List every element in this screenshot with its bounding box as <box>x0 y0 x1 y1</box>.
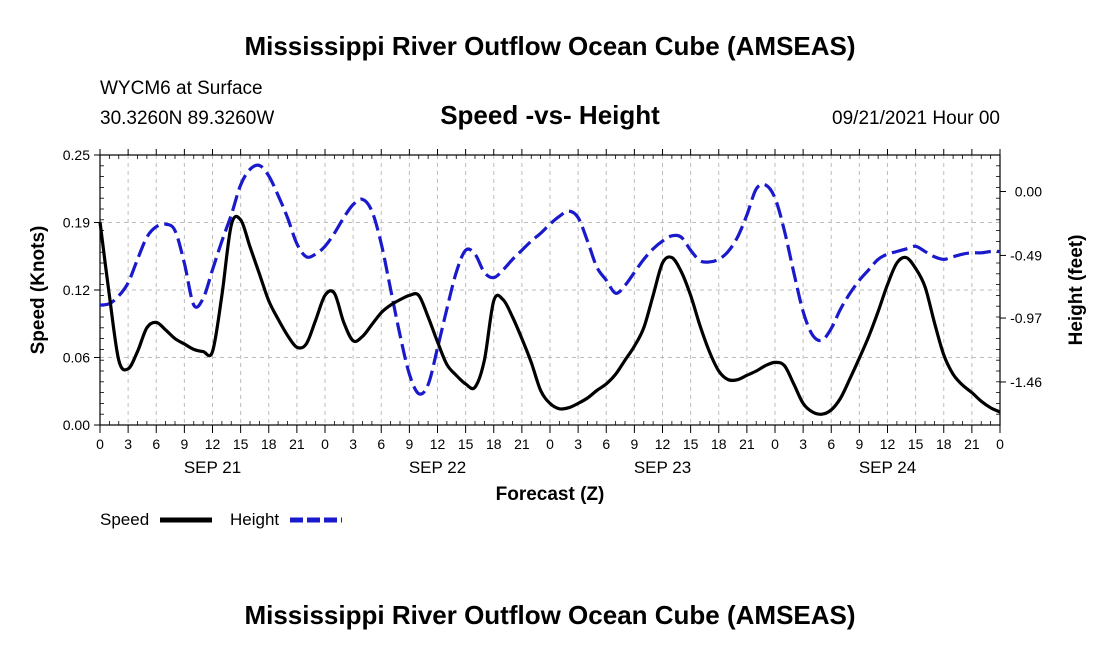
legend-speed-label: Speed <box>100 510 149 529</box>
x-tick-label: 9 <box>405 436 413 452</box>
x-tick-label: 9 <box>180 436 188 452</box>
series-line-height <box>99 163 1001 396</box>
x-axis-labels: 0 3 6 9 12 15 18 21 0 3 6 9 12 15 18 21 0 3 6 9 12 15 18 21 0 3 6 9… <box>96 436 1004 452</box>
x-tick-label: 21 <box>964 436 980 452</box>
series-line-speed <box>98 214 1001 416</box>
x-tick-label: 9 <box>855 436 863 452</box>
x-tick-label: 12 <box>430 436 446 452</box>
right-axis-labels: 0.00 -0.49 -0.97 -1.46 <box>1010 184 1042 390</box>
chart-subtitle: Speed -vs- Height <box>440 100 660 130</box>
y-left-tick-label: 0.25 <box>63 147 90 163</box>
y-left-tick-label: 0.19 <box>63 215 90 231</box>
date-label: SEP 23 <box>634 458 691 477</box>
x-tick-label: 15 <box>458 436 474 452</box>
date-label: SEP 24 <box>859 458 916 477</box>
legend-height-label: Height <box>230 510 279 529</box>
left-axis-label: Speed (Knots) <box>28 226 49 355</box>
y-left-tick-label: 0.06 <box>63 350 90 366</box>
x-tick-label: 0 <box>546 436 554 452</box>
y-left-tick-label: 0.00 <box>63 417 90 433</box>
x-tick-label: 3 <box>349 436 357 452</box>
x-tick-label: 6 <box>827 436 835 452</box>
x-tick-label: 6 <box>377 436 385 452</box>
y-left-tick-label: 0.12 <box>63 282 90 298</box>
x-tick-label: 15 <box>233 436 249 452</box>
x-tick-label: 0 <box>96 436 104 452</box>
x-tick-label: 18 <box>261 436 277 452</box>
location-label: 30.3260N 89.3260W <box>100 108 274 129</box>
x-tick-label: 3 <box>799 436 807 452</box>
run-time-label: 09/21/2021 Hour 00 <box>832 108 1000 129</box>
x-axis-label: Forecast (Z) <box>496 484 605 505</box>
axis-ticks <box>94 149 1006 433</box>
x-tick-label: 21 <box>514 436 530 452</box>
footer-title: Mississippi River Outflow Ocean Cube (AM… <box>244 600 855 630</box>
date-label: SEP 21 <box>184 458 241 477</box>
x-tick-label: 12 <box>655 436 671 452</box>
grid <box>100 155 1000 425</box>
x-tick-label: 18 <box>936 436 952 452</box>
x-tick-label: 3 <box>574 436 582 452</box>
x-tick-label: 18 <box>711 436 727 452</box>
y-right-tick-label: -0.49 <box>1010 247 1042 263</box>
x-tick-label: 6 <box>602 436 610 452</box>
legend: Speed Height <box>100 510 342 529</box>
x-tick-label: 21 <box>289 436 305 452</box>
x-tick-label: 21 <box>739 436 755 452</box>
y-right-tick-label: -1.46 <box>1010 374 1042 390</box>
x-tick-label: 9 <box>630 436 638 452</box>
x-tick-label: 0 <box>321 436 329 452</box>
x-tick-label: 0 <box>996 436 1004 452</box>
y-right-tick-label: -0.97 <box>1010 310 1042 326</box>
x-tick-label: 12 <box>880 436 896 452</box>
x-tick-label: 12 <box>205 436 221 452</box>
x-tick-label: 6 <box>152 436 160 452</box>
x-tick-label: 15 <box>908 436 924 452</box>
station-label: WYCM6 at Surface <box>100 78 263 99</box>
series-layer <box>98 163 1001 416</box>
x-tick-label: 3 <box>124 436 132 452</box>
x-tick-label: 18 <box>486 436 502 452</box>
chart-title: Mississippi River Outflow Ocean Cube (AM… <box>244 31 855 61</box>
x-tick-label: 0 <box>771 436 779 452</box>
right-axis-label: Height (feet) <box>1066 235 1087 346</box>
date-labels: SEP 21 SEP 22 SEP 23 SEP 24 <box>184 458 916 477</box>
x-tick-label: 15 <box>683 436 699 452</box>
date-label: SEP 22 <box>409 458 466 477</box>
y-right-tick-label: 0.00 <box>1015 184 1042 200</box>
left-axis-labels: 0.00 0.06 0.12 0.19 0.25 <box>63 147 90 433</box>
